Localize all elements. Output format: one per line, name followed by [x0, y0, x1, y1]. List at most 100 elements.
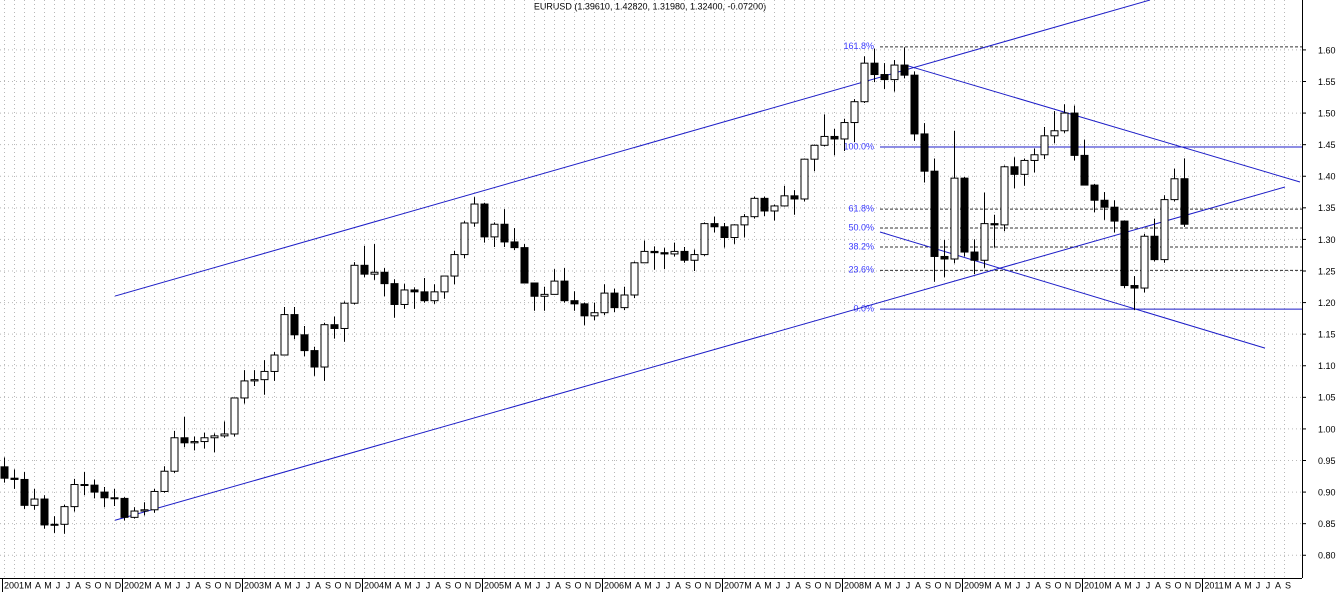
x-tick-label: M	[524, 580, 532, 590]
candle-body	[530, 282, 539, 297]
candle-body	[990, 223, 999, 226]
candle-body	[1140, 235, 1149, 289]
candle-body	[110, 497, 119, 500]
x-tick-label: J	[1146, 580, 1151, 590]
candle-body	[390, 283, 399, 305]
x-tick-label: D	[595, 580, 602, 590]
x-tick-label: D	[115, 580, 122, 590]
candle-body	[700, 223, 709, 256]
candle-body	[1150, 235, 1159, 261]
x-tick-label: M	[404, 580, 412, 590]
candle-body	[230, 397, 239, 435]
x-tick-label: J	[906, 580, 911, 590]
x-tick-label: A	[915, 580, 921, 590]
x-tick-label: A	[395, 580, 401, 590]
candle-body	[930, 170, 939, 257]
candle-body	[90, 484, 99, 493]
candle-body	[450, 254, 459, 277]
x-tick-label: J	[1016, 580, 1021, 590]
x-tick-label: M	[1224, 580, 1232, 590]
candle-body	[790, 195, 799, 200]
candle-body	[170, 437, 179, 472]
candle-body	[290, 314, 299, 336]
x-tick-label: J	[306, 580, 311, 590]
x-tick-label: S	[1045, 580, 1051, 590]
candle-body	[1020, 159, 1029, 175]
candle-body	[840, 122, 849, 140]
x-tick-label: O	[694, 580, 701, 590]
candle-body	[1180, 178, 1189, 225]
x-tick-label: S	[85, 580, 91, 590]
x-tick-label: S	[685, 580, 691, 590]
x-tick-label: N	[825, 580, 832, 590]
fib-label: 100.0%	[843, 141, 874, 151]
x-tick-label: A	[1235, 580, 1241, 590]
candle-body	[330, 324, 339, 329]
candle-body	[590, 312, 599, 317]
chart-title: EURUSD (1.39610, 1.42820, 1.31980, 1.324…	[534, 1, 766, 11]
candle-body	[560, 280, 569, 302]
x-tick-label: A	[755, 580, 761, 590]
candle-body	[630, 262, 639, 296]
fib-label: 23.6%	[848, 265, 874, 275]
x-tick-label: S	[805, 580, 811, 590]
x-tick-label: S	[925, 580, 931, 590]
x-tick-label: 2003	[244, 580, 264, 590]
candle-body	[440, 275, 449, 293]
candle-body	[640, 250, 649, 264]
x-tick-label: O	[214, 580, 221, 590]
x-tick-label: S	[1165, 580, 1171, 590]
x-tick-label: A	[675, 580, 681, 590]
x-tick-label: M	[764, 580, 772, 590]
y-tick-label: 0.85	[1318, 519, 1336, 529]
candle-body	[660, 252, 669, 255]
candle-body	[130, 510, 139, 518]
candle-body	[860, 62, 869, 103]
x-tick-label: D	[955, 580, 962, 590]
candle-body	[1130, 285, 1139, 289]
x-tick-label: A	[1155, 580, 1161, 590]
y-tick-label: 1.25	[1318, 266, 1336, 276]
x-tick-label: N	[225, 580, 232, 590]
candle-body	[730, 224, 739, 239]
x-tick-label: O	[934, 580, 941, 590]
x-tick-label: M	[864, 580, 872, 590]
candle-body	[810, 144, 819, 160]
x-tick-label: A	[795, 580, 801, 590]
candle-body	[50, 523, 59, 526]
x-tick-label: M	[644, 580, 652, 590]
candle-body	[210, 435, 219, 439]
candle-body	[610, 292, 619, 309]
candle-body	[1100, 199, 1109, 208]
x-tick-label: D	[835, 580, 842, 590]
x-tick-label: O	[814, 580, 821, 590]
y-tick-label: 1.40	[1318, 172, 1336, 182]
candle-body	[10, 477, 19, 480]
x-tick-label: A	[1115, 580, 1121, 590]
x-tick-label: A	[555, 580, 561, 590]
candle-body	[580, 303, 589, 317]
candle-body	[240, 380, 249, 399]
candle-body	[1000, 166, 1009, 226]
y-tick-label: 1.60	[1318, 45, 1336, 55]
candle-body	[1160, 199, 1169, 261]
x-tick-label: O	[94, 580, 101, 590]
x-tick-label: J	[1266, 580, 1271, 590]
x-tick-label: A	[515, 580, 521, 590]
candle-body	[900, 64, 909, 76]
candle-body	[1060, 112, 1069, 132]
candle-body	[600, 292, 609, 314]
x-tick-label: J	[296, 580, 301, 590]
candle-body	[1170, 178, 1179, 201]
y-tick-label: 1.30	[1318, 235, 1336, 245]
candle-body	[870, 62, 879, 76]
x-tick-label: A	[1275, 580, 1281, 590]
x-tick-label: N	[345, 580, 352, 590]
candle-body	[490, 223, 499, 238]
x-tick-label: M	[884, 580, 892, 590]
x-tick-label: J	[426, 580, 431, 590]
candle-body	[140, 509, 149, 512]
candle-body	[970, 251, 979, 261]
candle-body	[500, 223, 509, 243]
